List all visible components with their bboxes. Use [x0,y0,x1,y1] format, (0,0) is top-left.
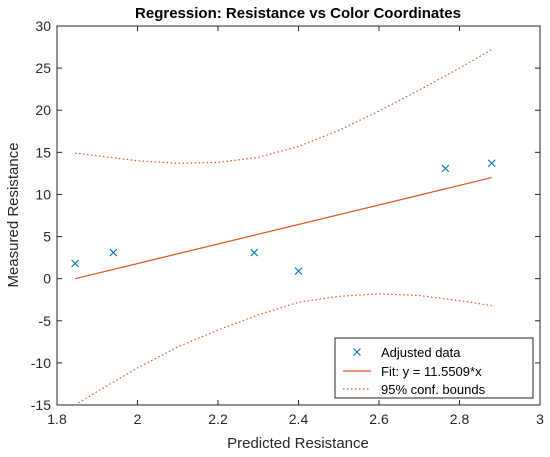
data-point [441,164,450,173]
legend-box [334,337,534,399]
data-points [71,159,496,275]
x-tick-label: 2.2 [208,411,228,427]
y-tick-label: 0 [43,271,51,287]
upper-conf-bound [75,49,492,164]
confidence-bounds [74,49,492,406]
data-point [250,248,259,257]
x-tick-label: 2 [134,411,142,427]
y-tick-label: 5 [43,229,51,245]
y-tick-label: 30 [35,18,51,34]
legend: Adjusted data Fit: y = 11.5509*x 95% conf.… [334,337,534,399]
y-axis-label: Measured Resistance [5,142,22,287]
fit-line [74,177,492,280]
data-point [71,259,80,268]
data-point [294,267,303,275]
fit-line-group [74,177,492,280]
legend-label-data: Adjusted data [381,345,461,360]
axis-ticks: 1.8 2 2.2 2.4 2.6 2.8 3 -15 -10 -5 0 5 10 15 20 25 30 [31,18,544,427]
x-tick-label: 2.4 [289,411,309,427]
data-point [109,248,118,257]
chart-title: Regression: Resistance vs Color Coordina… [135,5,461,22]
x-axis-label: Predicted Resistance [227,435,369,452]
y-tick-label: 15 [35,144,51,160]
x-tick-label: 2.6 [369,411,389,427]
legend-marker-data [353,348,361,356]
y-tick-label: 10 [35,186,51,202]
x-tick-label: 1.8 [47,411,67,427]
y-tick-label: -10 [31,355,51,371]
y-tick-label: 25 [35,60,51,76]
x-tick-label: 2.8 [450,411,470,427]
data-point [487,159,496,168]
y-tick-label: 20 [35,102,51,118]
lower-conf-bound [74,293,492,406]
y-tick-label: -15 [31,397,51,413]
y-tick-label: -5 [39,313,52,329]
legend-label-fit: Fit: y = 11.5509*x [381,364,482,379]
x-tick-label: 3 [536,411,544,427]
legend-label-bounds: 95% conf. bounds [381,382,486,397]
